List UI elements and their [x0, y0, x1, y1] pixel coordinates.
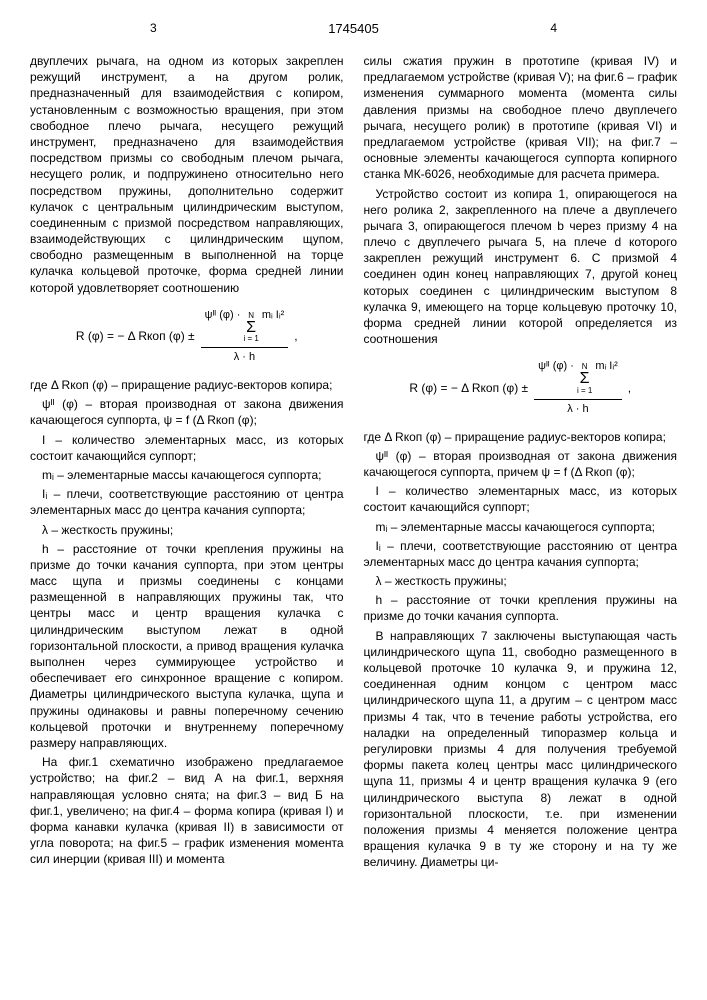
right-d7: h – расстояние от точки крепления пружин… [364, 592, 678, 624]
page-number-left: 3 [150, 20, 157, 36]
formula-den-r: λ · h [567, 400, 588, 417]
left-d2: ψᴵᴵ (φ) – вторая производная от закона д… [30, 396, 344, 428]
left-d4: mᵢ – элементарные массы качающегося супп… [30, 467, 344, 483]
formula-comma-r: , [628, 380, 631, 396]
right-p1: силы сжатия пружин в прототипе (кривая I… [364, 53, 678, 183]
right-d2: ψᴵᴵ (φ) – вторая производная от закона д… [364, 448, 678, 480]
page-number-right: 4 [550, 20, 557, 36]
formula-comma: , [294, 328, 297, 344]
right-formula: R (φ) = − Δ Rкоп (φ) ± ψᴵᴵ (φ) · N Σ i =… [364, 359, 678, 416]
right-p3: В направляющих 7 заключены выступающая ч… [364, 628, 678, 871]
sum-bottom: i = 1 [243, 334, 258, 345]
left-d7: h – расстояние от точки крепления пружин… [30, 541, 344, 751]
right-d3: I – количество элементарных масс, из кот… [364, 483, 678, 515]
formula-num-left-r: ψᴵᴵ (φ) · [538, 360, 574, 372]
right-d5: Iᵢ – плечи, соответствующие расстоянию о… [364, 538, 678, 570]
right-p2: Устройство состоит из копира 1, опирающе… [364, 186, 678, 348]
formula-prefix: R (φ) = − Δ Rкоп (φ) ± [76, 328, 195, 344]
left-d6: λ – жесткость пружины; [30, 522, 344, 538]
formula-den: λ · h [234, 348, 255, 365]
right-where: где Δ Rкоп (φ) – приращение радиус-векто… [364, 429, 678, 445]
sigma-icon-r: Σ [580, 373, 590, 386]
left-p1: двуплечих рычага, на одном из которых за… [30, 53, 344, 296]
formula-num-left: ψᴵᴵ (φ) · [205, 309, 241, 321]
content-columns: двуплечих рычага, на одном из которых за… [30, 53, 677, 873]
right-d4: mᵢ – элементарные массы качающегося супп… [364, 519, 678, 535]
left-d5: Iᵢ – плечи, соответствующие расстоянию о… [30, 486, 344, 518]
left-where: где Δ Rкоп (φ) – приращение радиус-векто… [30, 377, 344, 393]
formula-num-right: mᵢ Iᵢ² [262, 309, 284, 321]
left-formula: R (φ) = − Δ Rкоп (φ) ± ψᴵᴵ (φ) · N Σ i =… [30, 308, 344, 365]
left-p2: На фиг.1 схематично изображено предлагае… [30, 754, 344, 867]
left-column: двуплечих рычага, на одном из которых за… [30, 53, 344, 873]
right-column: силы сжатия пружин в прототипе (кривая I… [364, 53, 678, 873]
right-d6: λ – жесткость пружины; [364, 573, 678, 589]
left-d3: I – количество элементарных масс, из кот… [30, 432, 344, 464]
sum-bottom-r: i = 1 [577, 386, 592, 397]
formula-prefix-r: R (φ) = − Δ Rкоп (φ) ± [409, 380, 528, 396]
formula-num-right-r: mᵢ Iᵢ² [595, 360, 617, 372]
page-header: 3 1745405 4 [30, 20, 677, 38]
sigma-icon: Σ [246, 322, 256, 335]
patent-number: 1745405 [328, 20, 379, 38]
